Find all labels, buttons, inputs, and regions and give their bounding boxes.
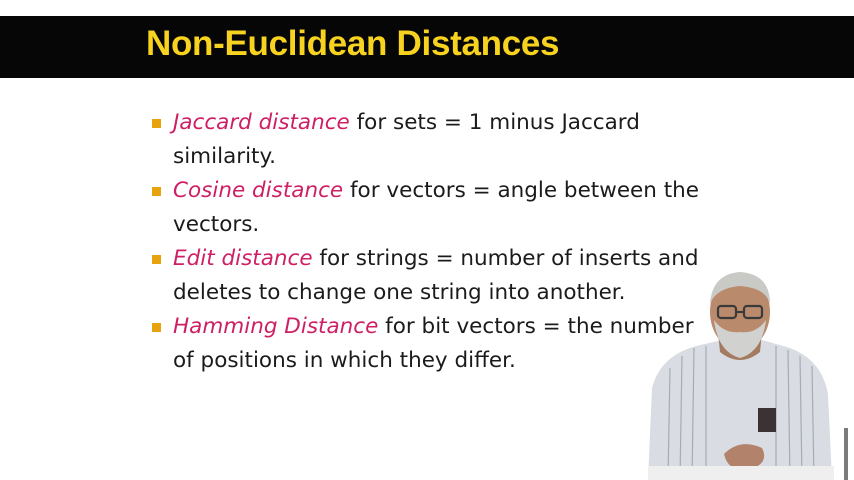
bullet-text: for strings = number of inserts and dele…	[173, 246, 699, 305]
square-bullet-icon	[152, 119, 161, 128]
square-bullet-icon	[152, 187, 161, 196]
bullet-item-hamming: Hamming Distance for bit vectors = the n…	[150, 310, 710, 378]
bullet-item-cosine: Cosine distance for vectors = angle betw…	[150, 174, 710, 242]
bullet-list: Jaccard distance for sets = 1 minus Jacc…	[150, 106, 710, 378]
bullet-term: Hamming Distance	[173, 314, 379, 339]
bullet-term: Jaccard distance	[173, 110, 350, 135]
bullet-term: Edit distance	[173, 246, 313, 271]
bullet-term: Cosine distance	[173, 178, 344, 203]
square-bullet-icon	[152, 255, 161, 264]
square-bullet-icon	[152, 323, 161, 332]
bullet-text: for vectors = angle between the vectors.	[173, 178, 700, 237]
bullet-item-jaccard: Jaccard distance for sets = 1 minus Jacc…	[150, 106, 710, 174]
presenter-video-overlay	[648, 272, 848, 480]
bullet-text: for sets = 1 minus Jaccard similarity.	[173, 110, 640, 169]
bullet-item-edit: Edit distance for strings = number of in…	[150, 242, 710, 310]
slide-title: Non-Euclidean Distances	[146, 24, 560, 63]
bullet-text: for bit vectors = the number of position…	[173, 314, 694, 373]
title-bar	[0, 16, 854, 78]
